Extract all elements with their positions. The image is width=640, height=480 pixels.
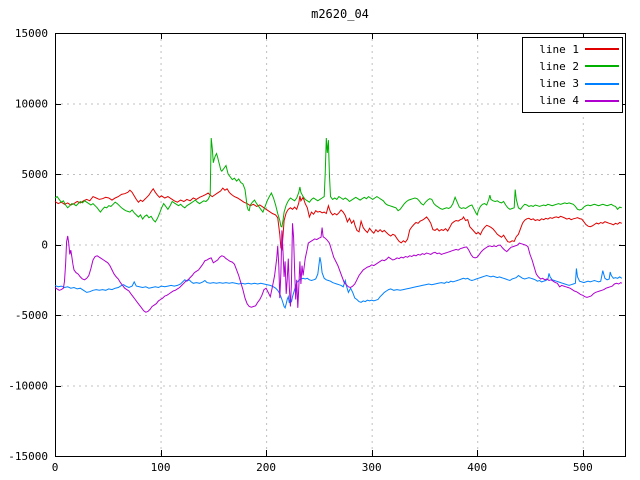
legend-item-line-2: line 2 [526, 58, 619, 74]
legend: line 1 line 2 line 3 line 4 [522, 37, 623, 113]
chart-title: m2620_04 [311, 7, 369, 21]
y-axis-tick-label: 0 [41, 239, 48, 252]
series-2 [54, 137, 622, 228]
x-axis-tick-label: 200 [256, 461, 276, 474]
legend-line-sample [585, 48, 619, 51]
legend-line-sample [585, 65, 619, 68]
series-1 [54, 187, 622, 251]
legend-label: line 2 [539, 59, 579, 73]
x-axis-tick-label: 500 [573, 461, 593, 474]
legend-label: line 1 [539, 42, 579, 56]
legend-label: line 4 [539, 94, 579, 108]
y-axis-tick-label: -5000 [15, 309, 48, 322]
y-axis-tick-label: 5000 [22, 168, 49, 181]
series-3 [54, 257, 623, 310]
y-axis-tick-label: 15000 [15, 27, 48, 40]
y-axis-tick-label: 10000 [15, 98, 48, 111]
x-axis-tick-label: 0 [52, 461, 59, 474]
legend-item-line-1: line 1 [526, 41, 619, 57]
x-axis-tick-label: 400 [467, 461, 487, 474]
x-axis-tick-label: 300 [362, 461, 382, 474]
y-axis-tick-label: -10000 [8, 380, 48, 393]
series-4 [54, 223, 623, 313]
legend-item-line-4: line 4 [526, 93, 619, 109]
legend-item-line-3: line 3 [526, 76, 619, 92]
legend-line-sample [585, 99, 619, 102]
legend-label: line 3 [539, 77, 579, 91]
legend-line-sample [585, 82, 619, 85]
x-axis-tick-label: 100 [151, 461, 171, 474]
y-axis-tick-label: -15000 [8, 450, 48, 463]
